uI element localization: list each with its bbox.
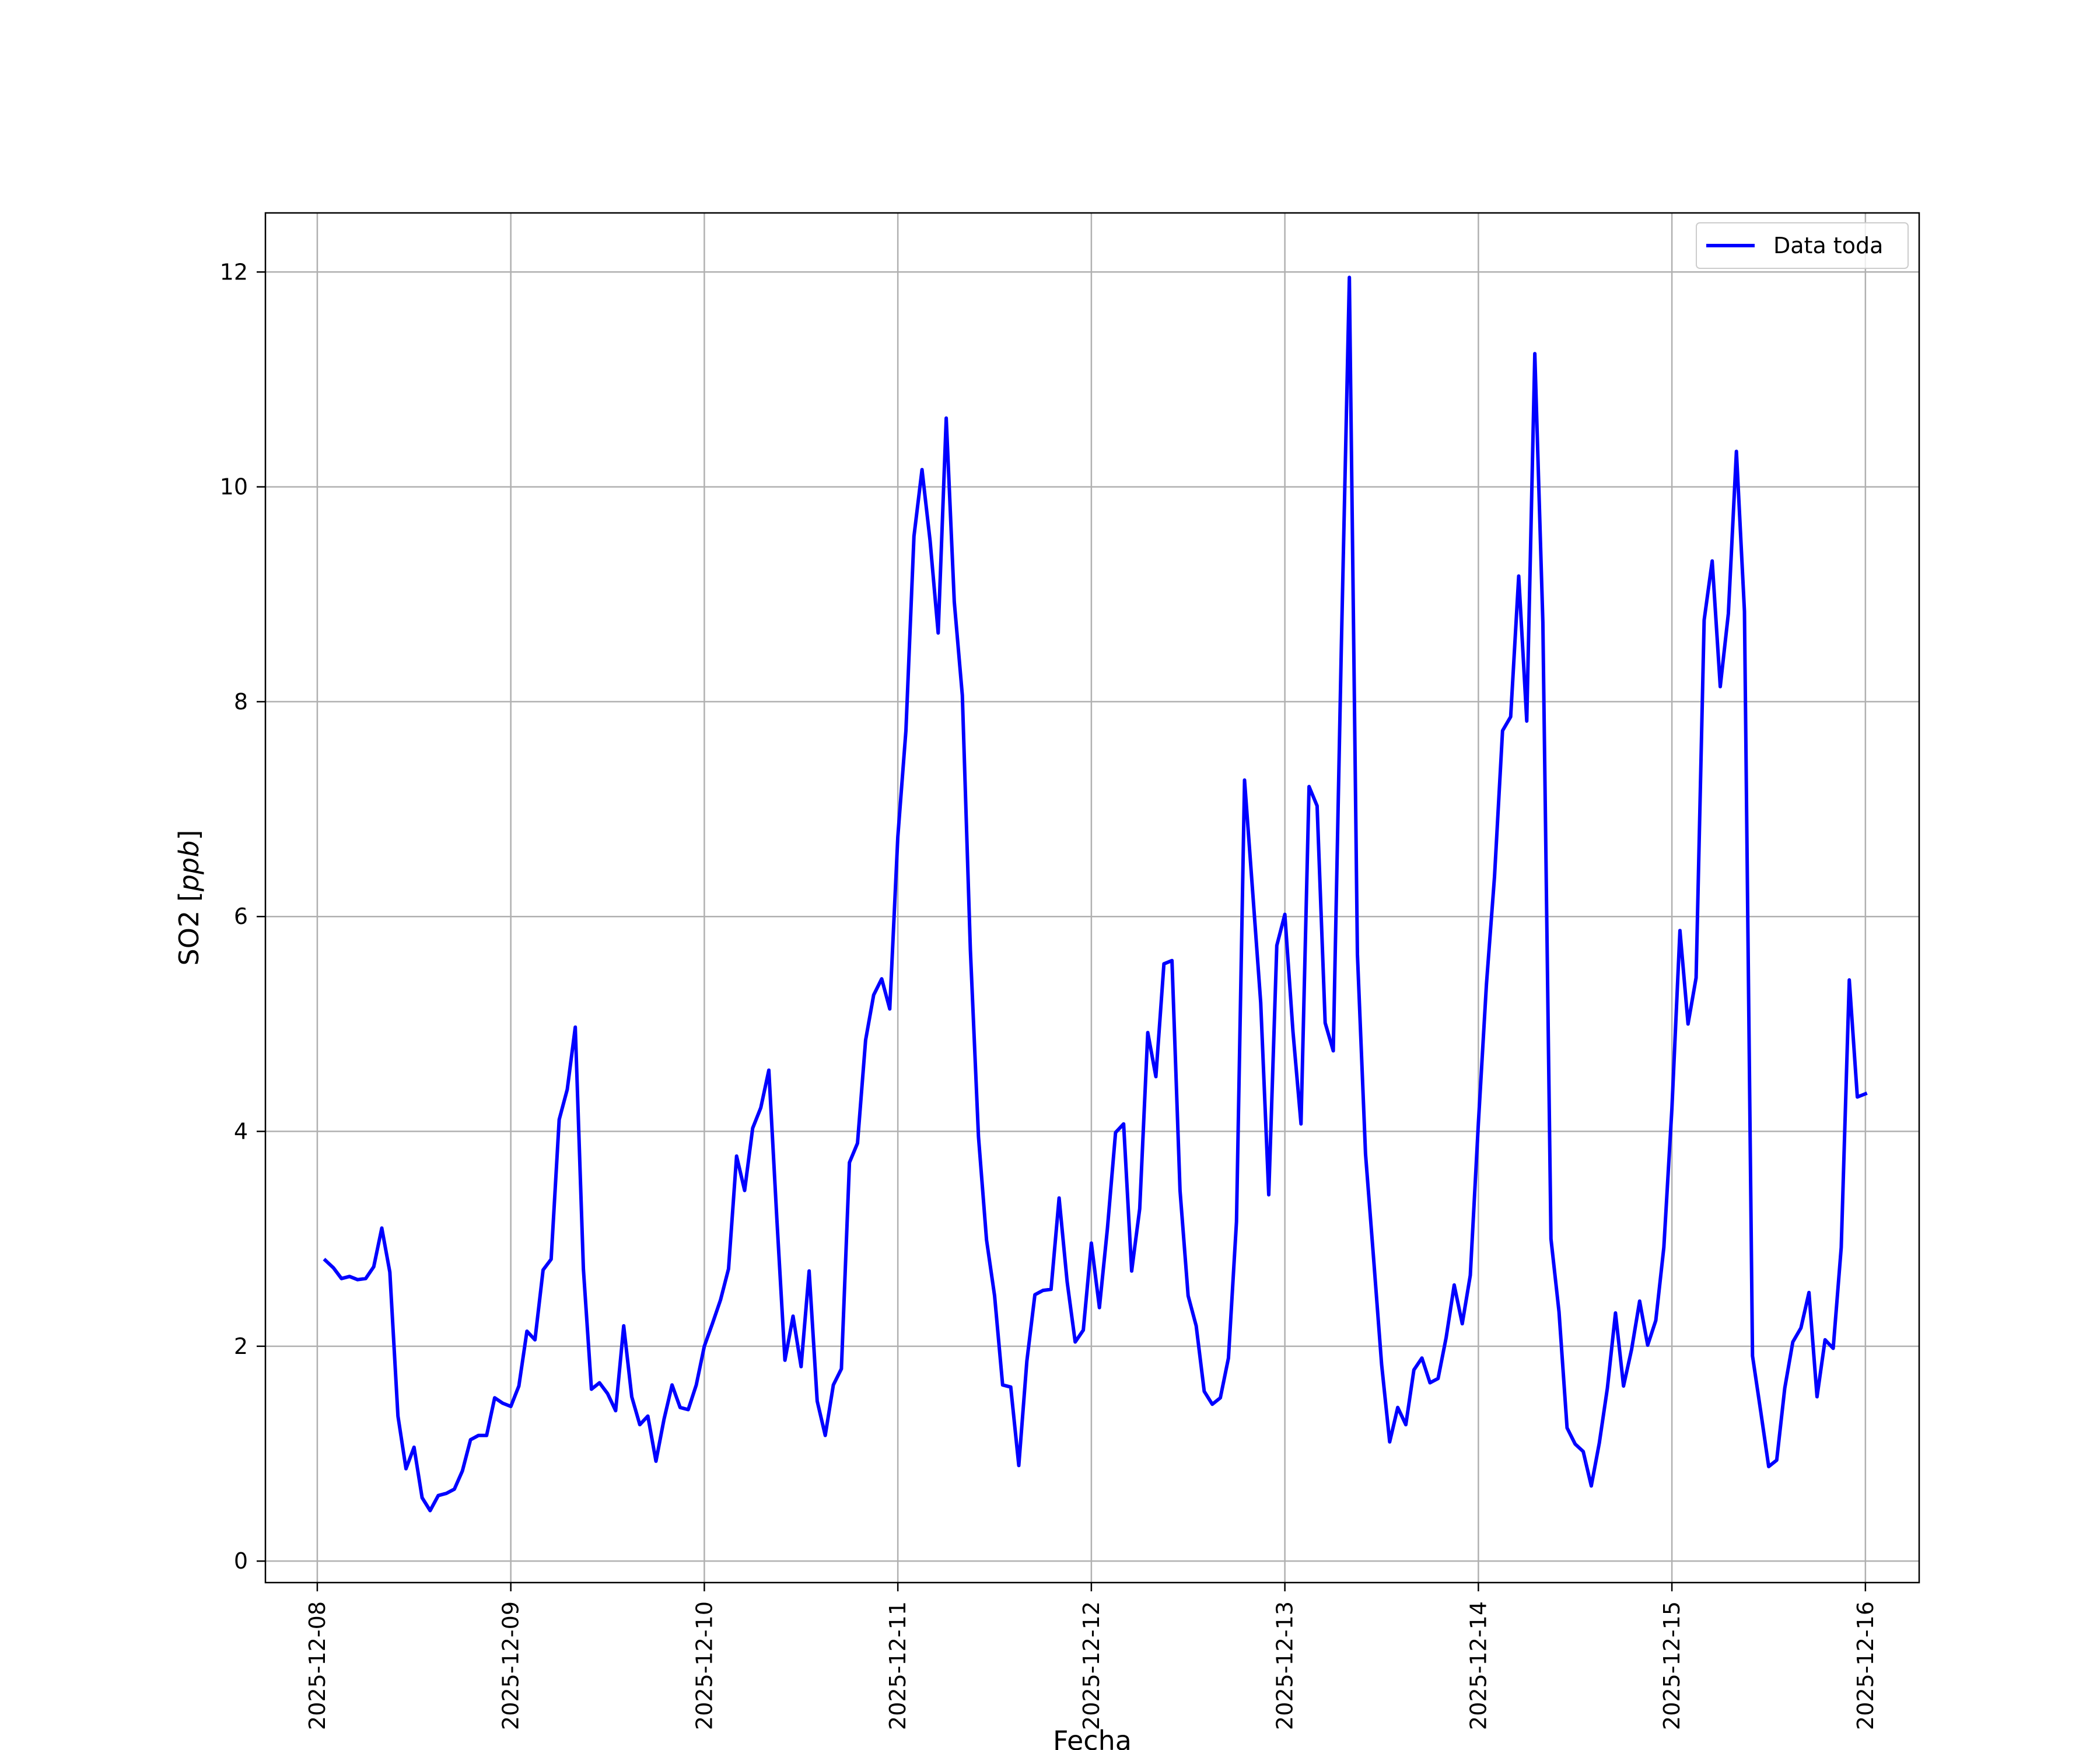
y-axis: 0 2 4 6 8 10 12 (220, 259, 265, 1574)
plot-frame (264, 212, 1920, 1584)
x-tick-label: 2025-12-12 (1079, 1601, 1104, 1730)
x-tick-label: 2025-12-08 (304, 1601, 330, 1730)
series-line-data-toda (323, 275, 1868, 1513)
y-axis-title-prefix: SO2 [ (173, 891, 205, 965)
x-tick-label: 2025-12-14 (1465, 1601, 1491, 1730)
x-axis: 2025-12-08 2025-12-09 2025-12-10 2025-12-11… (304, 1583, 1878, 1730)
x-axis-title: Fecha (1053, 1725, 1132, 1750)
y-tick-label: 2 (234, 1334, 248, 1359)
legend-label-data-toda: Data toda (1773, 233, 1883, 258)
y-axis-title-unit: ppb (173, 841, 205, 892)
y-tick-label: 4 (234, 1119, 248, 1144)
x-tick-label: 2025-12-15 (1659, 1601, 1685, 1730)
grid-lines (265, 213, 1919, 1583)
x-tick-label: 2025-12-10 (691, 1601, 717, 1730)
series-layer (323, 275, 1868, 1513)
y-axis-title: SO2 [ppb] (173, 830, 205, 966)
y-tick-label: 6 (234, 904, 248, 929)
x-tick-label: 2025-12-16 (1853, 1601, 1878, 1730)
y-tick-label: 0 (234, 1548, 248, 1574)
legend-box (1696, 222, 1909, 269)
y-tick-label: 12 (220, 259, 248, 285)
x-tick-label: 2025-12-11 (885, 1601, 911, 1730)
y-axis-title-suffix: ] (173, 830, 205, 841)
y-tick-label: 8 (234, 689, 248, 715)
x-tick-label: 2025-12-09 (498, 1601, 524, 1730)
y-tick-label: 10 (220, 474, 248, 500)
legend: Data toda (1696, 222, 1909, 269)
x-tick-label: 2025-12-13 (1272, 1601, 1298, 1730)
